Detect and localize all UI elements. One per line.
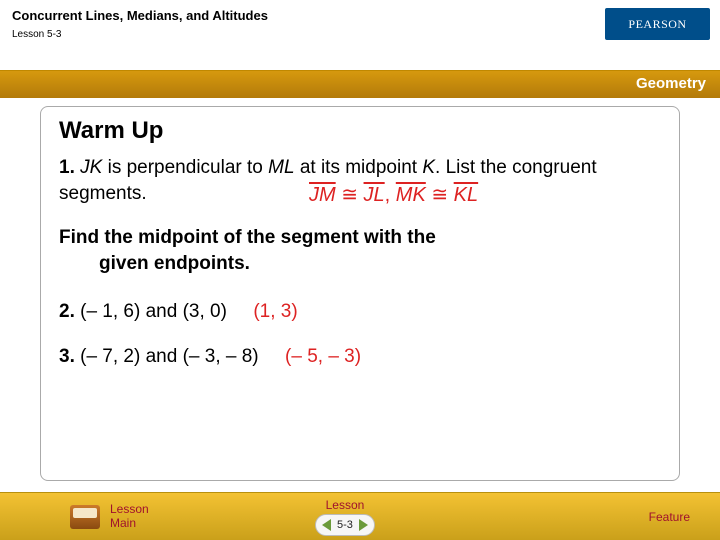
midpoint-prompt: Find the midpoint of the segment with th…: [59, 225, 661, 276]
question-2: 2. (– 1, 6) and (3, 0) (1, 3): [59, 299, 661, 325]
ans-seg-jm: JM: [309, 184, 336, 206]
footer-left-group[interactable]: Lesson Main: [70, 503, 149, 531]
question-3: 3. (– 7, 2) and (– 3, – 8) (– 5, – 3): [59, 344, 661, 370]
q2-text: (– 1, 6) and (3, 0): [75, 301, 227, 322]
book-icon: [70, 505, 100, 529]
next-arrow-icon[interactable]: [359, 519, 368, 531]
page-title: Concurrent Lines, Medians, and Altitudes: [12, 8, 708, 23]
subject-bar: Geometry: [0, 70, 720, 98]
q1-text-d: at its midpoint: [295, 157, 423, 178]
q3-answer: (– 5, – 3): [285, 346, 361, 367]
q3-number: 3.: [59, 346, 75, 367]
content-panel: Warm Up 1. JK is perpendicular to ML at …: [40, 106, 680, 481]
q1-seg-ml: ML: [268, 157, 294, 178]
header: Concurrent Lines, Medians, and Altitudes…: [0, 0, 720, 70]
lesson-number: Lesson 5-3: [12, 29, 708, 40]
feature-link[interactable]: Feature: [649, 510, 690, 524]
prompt-line-a: Find the midpoint of the segment with th…: [59, 227, 436, 248]
lesson-main-label: Lesson Main: [110, 503, 149, 531]
q2-answer: (1, 3): [253, 301, 297, 322]
cong-1: ≅: [336, 184, 364, 206]
pearson-logo: PEARSON: [605, 8, 710, 40]
prompt-line-b: given endpoints.: [59, 251, 661, 277]
q1-answer: JM ≅ JL, MK ≅ KL: [309, 182, 661, 207]
q1-number: 1.: [59, 157, 75, 178]
q3-text: (– 7, 2) and (– 3, – 8): [75, 346, 259, 367]
footer-center-label: Lesson: [326, 498, 365, 512]
lesson-nav: 5-3: [315, 514, 375, 536]
ans-seg-mk: MK: [396, 184, 426, 206]
nav-lesson-number: 5-3: [337, 519, 353, 531]
footer-center-group: Lesson 5-3: [315, 498, 375, 536]
ans-seg-kl: KL: [454, 184, 478, 206]
footer-bar: Lesson Main Lesson 5-3 Feature: [0, 492, 720, 540]
q1-point-k: K: [422, 157, 435, 178]
cong-2: ≅: [426, 184, 454, 206]
q1-text-b: is perpendicular to: [102, 157, 268, 178]
footer-left-b: Main: [110, 517, 149, 531]
section-heading: Warm Up: [59, 117, 661, 145]
comma-1: ,: [385, 184, 396, 206]
ans-seg-jl: JL: [364, 184, 385, 206]
prev-arrow-icon[interactable]: [322, 519, 331, 531]
footer-left-a: Lesson: [110, 503, 149, 517]
q1-seg-jk: JK: [75, 157, 102, 178]
q2-number: 2.: [59, 301, 75, 322]
